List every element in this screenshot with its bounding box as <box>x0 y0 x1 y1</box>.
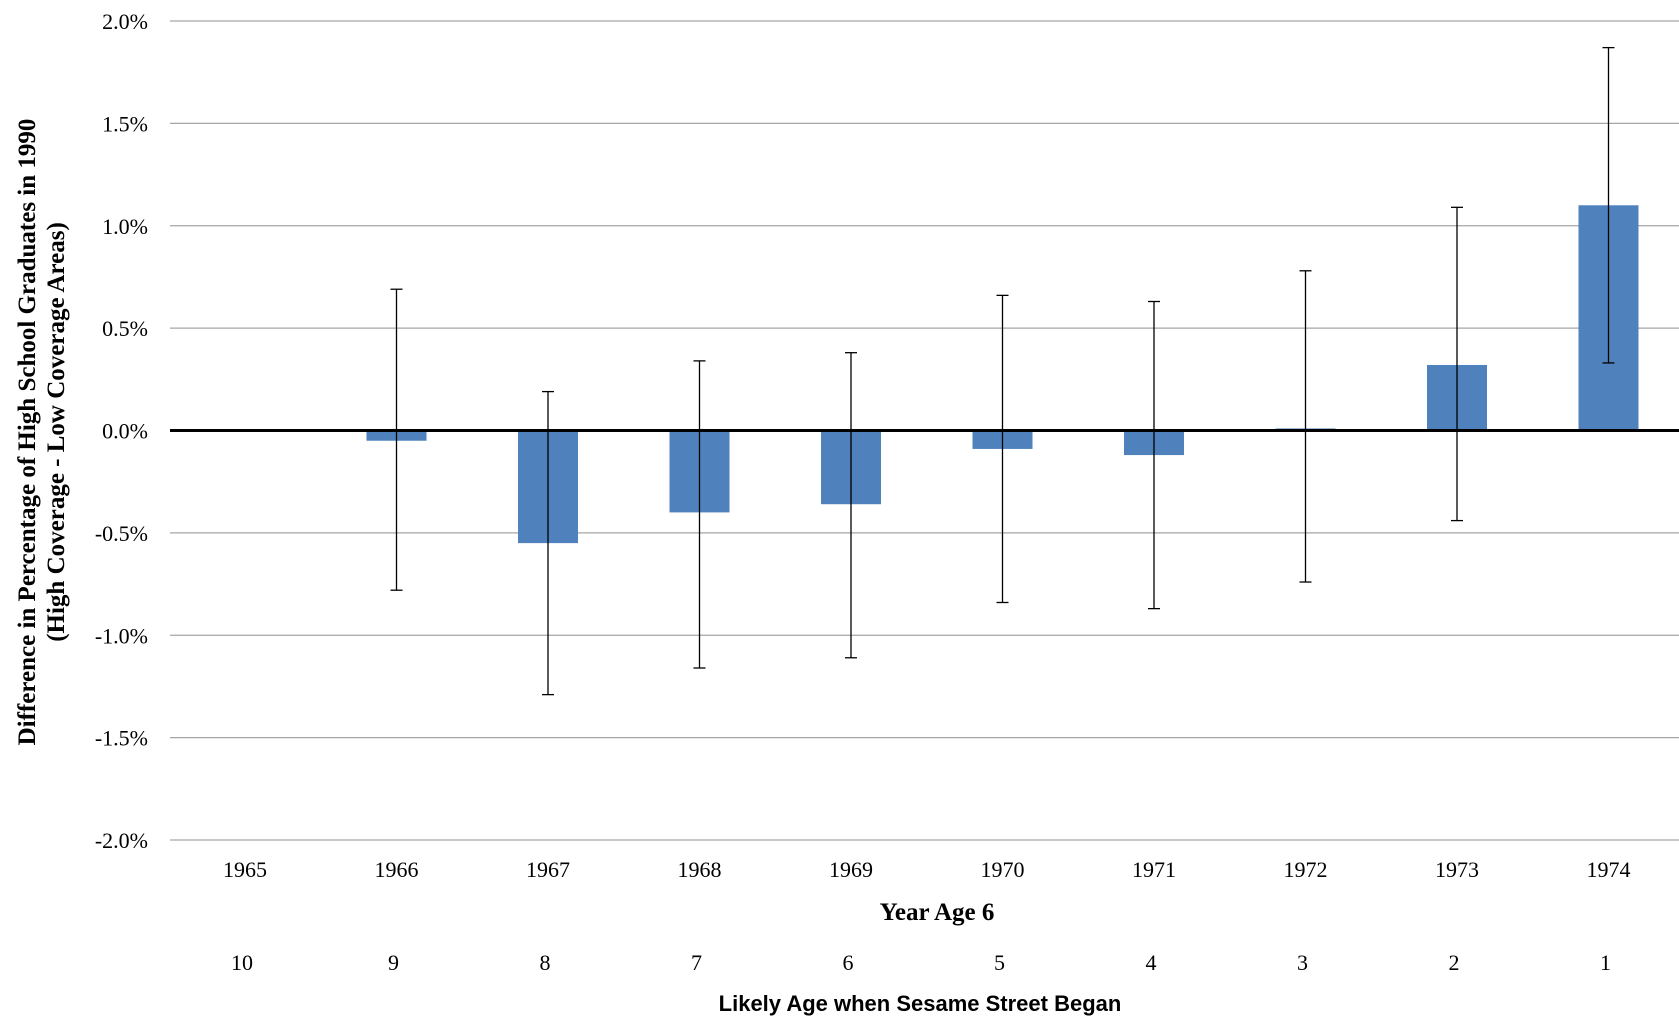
x-axis-title: Year Age 6 <box>880 899 995 926</box>
age-tick-label: 5 <box>994 950 1005 975</box>
x-tick-label: 1974 <box>1587 857 1631 882</box>
y-axis-title-line2: (High Coverage - Low Coverage Areas) <box>43 222 70 642</box>
y-tick-label: -1.0% <box>95 623 148 648</box>
age-tick-label: 1 <box>1600 950 1611 975</box>
x-tick-label: 1971 <box>1132 857 1176 882</box>
y-tick-label: -2.0% <box>95 828 148 853</box>
x-tick-label: 1966 <box>375 857 419 882</box>
age-tick-label: 6 <box>843 950 854 975</box>
x-tick-label: 1973 <box>1435 857 1479 882</box>
y-axis-ticks: 2.0% 1.5% 1.0% 0.5% 0.0% -0.5% -1.0% -1.5% -2.0% <box>95 9 148 853</box>
age-tick-label: 8 <box>540 950 551 975</box>
x-tick-label: 1969 <box>829 857 873 882</box>
y-tick-label: -1.5% <box>95 726 148 751</box>
age-tick-label: 4 <box>1146 950 1157 975</box>
age-tick-label: 3 <box>1297 950 1308 975</box>
y-tick-label: 0.5% <box>102 316 148 341</box>
x-tick-label: 1970 <box>981 857 1025 882</box>
y-tick-label: 1.0% <box>102 214 148 239</box>
y-tick-label: 1.5% <box>102 111 148 136</box>
error-bars <box>390 46 1615 696</box>
age-tick-label: 10 <box>231 950 253 975</box>
grid-lines <box>170 20 1679 841</box>
x-tick-label: 1972 <box>1284 857 1328 882</box>
y-tick-label: 2.0% <box>102 9 148 34</box>
x-tick-label: 1965 <box>223 857 267 882</box>
secondary-x-axis-title: Likely Age when Sesame Street Began <box>719 991 1122 1016</box>
y-axis-title-line1: Difference in Percentage of High School … <box>14 119 41 746</box>
x-tick-label: 1968 <box>678 857 722 882</box>
x-tick-label: 1967 <box>526 857 570 882</box>
age-tick-label: 2 <box>1449 950 1460 975</box>
y-tick-label: 0.0% <box>102 419 148 444</box>
age-tick-label: 7 <box>691 950 702 975</box>
y-tick-label: -0.5% <box>95 521 148 546</box>
x-axis-ticks: 1965 1966 1967 1968 1969 1970 1971 1972 1973 1974 <box>223 857 1631 882</box>
age-tick-label: 9 <box>388 950 399 975</box>
age-axis-ticks: 10 9 8 7 6 5 4 3 2 1 <box>231 950 1611 975</box>
